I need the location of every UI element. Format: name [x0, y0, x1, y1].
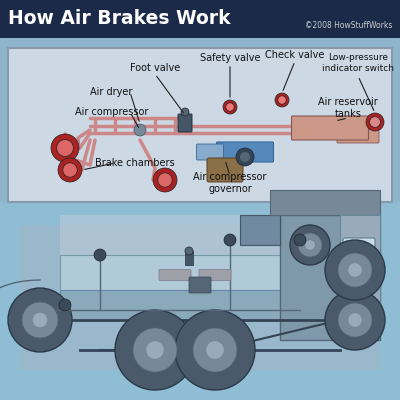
Polygon shape [60, 215, 340, 280]
Circle shape [236, 148, 254, 166]
FancyBboxPatch shape [337, 125, 379, 143]
Text: Air reservoir
tanks: Air reservoir tanks [318, 97, 378, 119]
Polygon shape [340, 215, 380, 310]
Circle shape [223, 100, 237, 114]
Circle shape [226, 103, 234, 111]
Circle shape [33, 313, 47, 327]
Circle shape [175, 310, 255, 390]
Circle shape [305, 240, 315, 250]
Circle shape [57, 140, 74, 156]
Circle shape [278, 96, 286, 104]
Bar [185, 251, 193, 265]
Circle shape [181, 108, 189, 116]
Circle shape [290, 225, 330, 265]
Circle shape [59, 299, 71, 311]
FancyBboxPatch shape [178, 114, 192, 132]
Polygon shape [60, 290, 340, 320]
Text: How Air Brakes Work: How Air Brakes Work [8, 10, 231, 28]
Circle shape [294, 234, 306, 246]
Circle shape [325, 240, 385, 300]
Circle shape [133, 328, 177, 372]
Circle shape [224, 234, 236, 246]
Circle shape [153, 168, 177, 192]
Circle shape [134, 124, 146, 136]
Circle shape [275, 93, 289, 107]
Text: Air compressor: Air compressor [75, 107, 148, 117]
Text: Foot valve: Foot valve [130, 63, 180, 73]
Text: Check valve: Check valve [265, 50, 325, 60]
Circle shape [158, 173, 172, 187]
FancyBboxPatch shape [292, 116, 368, 140]
FancyBboxPatch shape [207, 158, 243, 182]
Polygon shape [240, 215, 280, 245]
FancyBboxPatch shape [159, 270, 191, 280]
Circle shape [58, 158, 82, 182]
Polygon shape [20, 225, 380, 370]
Bar [0, 0, 400, 38]
Circle shape [115, 310, 195, 390]
FancyBboxPatch shape [216, 142, 274, 162]
Circle shape [146, 341, 164, 359]
Circle shape [22, 302, 58, 338]
Circle shape [94, 249, 106, 261]
Bar [0, 202, 400, 400]
Circle shape [348, 263, 362, 277]
Circle shape [193, 328, 237, 372]
Circle shape [338, 303, 372, 337]
Circle shape [63, 163, 77, 177]
FancyBboxPatch shape [196, 144, 224, 160]
Text: Air dryer: Air dryer [90, 87, 132, 97]
Circle shape [240, 152, 250, 162]
Text: Air compressor
governor: Air compressor governor [193, 172, 267, 194]
Text: ©2008 HowStuffWorks: ©2008 HowStuffWorks [305, 22, 392, 30]
FancyBboxPatch shape [343, 238, 375, 282]
Text: Safety valve: Safety valve [200, 53, 260, 63]
Circle shape [338, 253, 372, 287]
Circle shape [8, 288, 72, 352]
Polygon shape [280, 215, 380, 340]
Circle shape [185, 247, 193, 255]
Text: Low-pressure
indicator switch: Low-pressure indicator switch [322, 53, 394, 73]
Circle shape [370, 117, 380, 127]
Bar [270, 190, 380, 215]
Text: Brake chambers: Brake chambers [95, 158, 175, 168]
Circle shape [325, 290, 385, 350]
Circle shape [298, 233, 322, 257]
Circle shape [348, 313, 362, 327]
Circle shape [51, 134, 79, 162]
Polygon shape [60, 255, 340, 290]
FancyBboxPatch shape [199, 270, 231, 280]
FancyBboxPatch shape [189, 277, 211, 293]
Bar [8, 48, 392, 202]
Circle shape [366, 113, 384, 131]
Circle shape [206, 341, 224, 359]
